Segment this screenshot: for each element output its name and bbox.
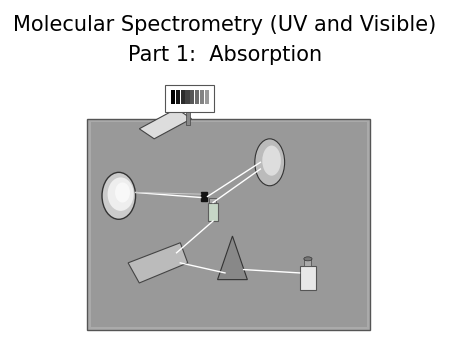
- Ellipse shape: [108, 177, 134, 211]
- Bar: [185, 90, 189, 104]
- Bar: [208, 202, 217, 221]
- Bar: [205, 90, 209, 104]
- FancyBboxPatch shape: [87, 119, 370, 330]
- Text: Part 1:  Absorption: Part 1: Absorption: [128, 45, 322, 65]
- Ellipse shape: [304, 257, 312, 261]
- Bar: [300, 266, 316, 290]
- Polygon shape: [139, 108, 191, 139]
- Bar: [200, 90, 204, 104]
- Ellipse shape: [102, 172, 135, 219]
- Bar: [186, 112, 190, 125]
- Bar: [304, 259, 311, 266]
- Bar: [195, 90, 199, 104]
- Ellipse shape: [115, 183, 130, 202]
- Text: Molecular Spectrometry (UV and Visible): Molecular Spectrometry (UV and Visible): [14, 15, 436, 35]
- Ellipse shape: [255, 139, 285, 186]
- Bar: [209, 198, 216, 202]
- Polygon shape: [217, 236, 248, 280]
- Bar: [201, 192, 207, 201]
- Bar: [165, 85, 214, 112]
- Ellipse shape: [262, 146, 281, 176]
- Polygon shape: [128, 243, 188, 283]
- Bar: [176, 90, 180, 104]
- Bar: [171, 90, 175, 104]
- Bar: [180, 90, 185, 104]
- Bar: [190, 90, 194, 104]
